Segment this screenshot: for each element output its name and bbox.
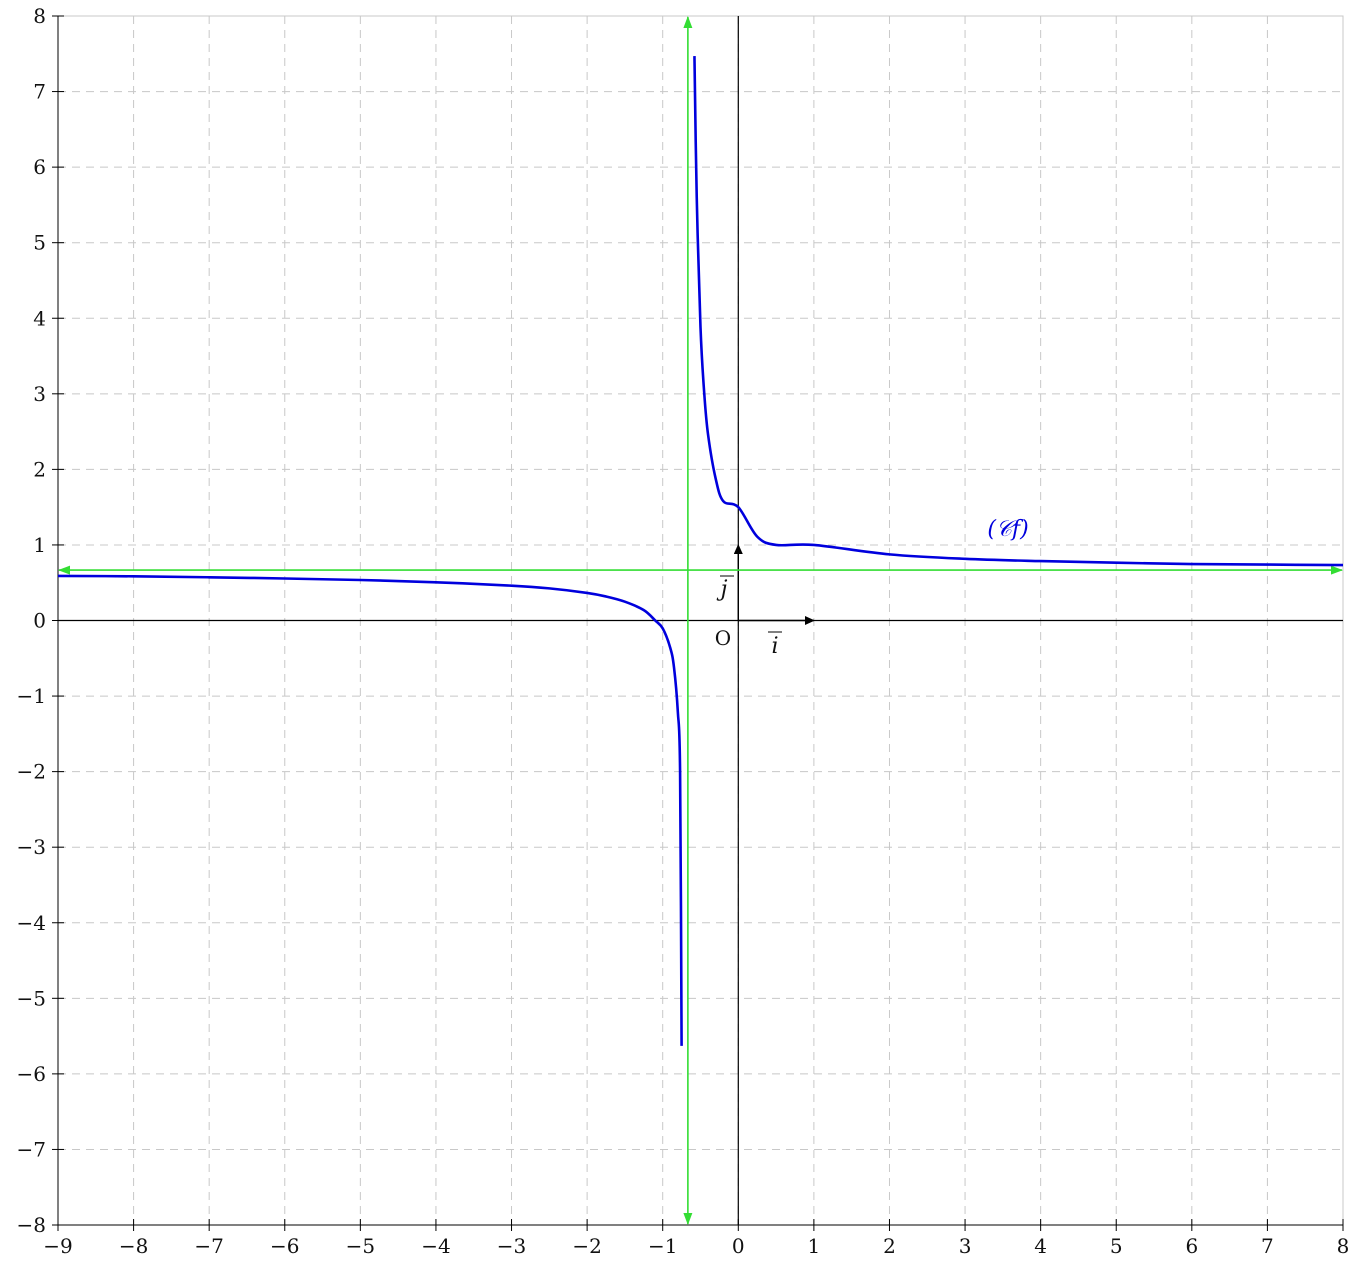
y-tick-label: −5 [17, 986, 46, 1010]
labels: O i j (𝒞f) [715, 517, 1029, 659]
x-tick-label: 8 [1337, 1234, 1350, 1258]
curve-branch-2 [693, 56, 1344, 567]
origin-label: O [715, 626, 731, 650]
curve [57, 56, 1344, 1046]
x-tick-label: 3 [959, 1234, 972, 1258]
y-tick-label: −3 [17, 835, 46, 859]
x-tick-label: −9 [43, 1234, 72, 1258]
x-tick-label: −3 [497, 1234, 526, 1258]
y-tick-label: −1 [17, 684, 46, 708]
x-tick-label: 1 [808, 1234, 821, 1258]
y-tick-label: 2 [33, 457, 46, 481]
y-tick-label: −7 [17, 1137, 46, 1161]
y-tick-label: 7 [33, 80, 46, 104]
curve-branch-1 [57, 574, 683, 1046]
x-tick-label: −2 [572, 1234, 601, 1258]
x-tick-label: −7 [194, 1234, 223, 1258]
y-tick-label: 4 [33, 306, 46, 330]
x-tick-label: 4 [1034, 1234, 1047, 1258]
x-tick-label: −4 [421, 1234, 450, 1258]
y-tick-label: 5 [33, 231, 46, 255]
x-tick-label: 0 [732, 1234, 745, 1258]
x-tick-label: 5 [1110, 1234, 1123, 1258]
axes: −9 −8 −7 −6 −5 −4 −3 −2 −1 0 1 2 3 4 5 6 7 8−8−7−6−5−4−3−… [17, 4, 1350, 1258]
y-tick-label: −8 [17, 1213, 46, 1237]
y-tick-label: 3 [33, 382, 46, 406]
y-tick-label: −6 [17, 1062, 46, 1086]
y-tick-label: 6 [33, 155, 46, 179]
y-tick-label: −4 [17, 911, 46, 935]
x-tick-label: −5 [346, 1234, 375, 1258]
x-tick-label: −1 [648, 1234, 677, 1258]
y-tick-label: −2 [17, 760, 46, 784]
vector-j-label: j [716, 577, 728, 602]
y-tick-label: 0 [33, 609, 46, 633]
asymptotes [58, 16, 1343, 1225]
y-tick-label: 1 [33, 533, 46, 557]
vector-i-label: i [771, 634, 778, 659]
x-tick-label: −8 [119, 1234, 148, 1258]
x-tick-label: 6 [1185, 1234, 1198, 1258]
x-tick-label: 7 [1261, 1234, 1274, 1258]
y-tick-label: 8 [33, 4, 46, 28]
x-tick-label: 2 [883, 1234, 896, 1258]
curve-label: (𝒞f) [987, 517, 1028, 542]
x-tick-label: −6 [270, 1234, 299, 1258]
